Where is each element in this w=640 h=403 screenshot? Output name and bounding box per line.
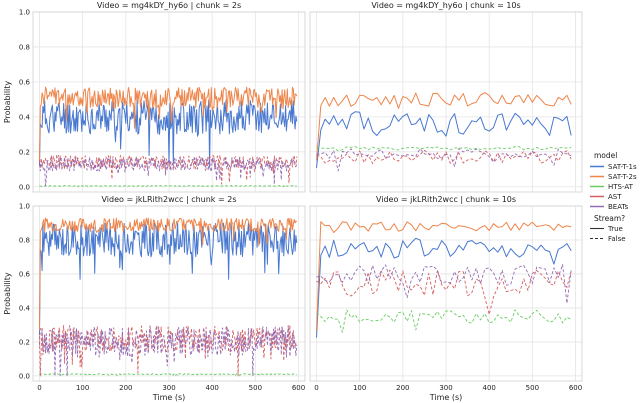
legend-entry: BEATs: [608, 203, 629, 211]
series-line-ast: [316, 269, 572, 315]
y-tick-label: 0.0: [19, 372, 30, 380]
y-tick-label: 0.0: [19, 183, 30, 191]
y-tick-label: 0.4: [19, 113, 31, 121]
x-tick-label: 0: [314, 384, 318, 392]
series-line-sat-t-1s: [39, 222, 298, 336]
x-tick-label: 400: [482, 384, 495, 392]
series-line-beats: [316, 264, 572, 304]
y-tick-label: 0.4: [19, 304, 31, 312]
x-tick-label: 200: [396, 384, 409, 392]
x-tick-label: 300: [439, 384, 452, 392]
series-line-beats: [39, 326, 298, 377]
x-tick-label: 200: [119, 384, 132, 392]
series-line-beats: [39, 156, 298, 187]
y-tick-label: 0.2: [19, 338, 30, 346]
x-tick-label: 100: [76, 384, 89, 392]
x-tick-label: 600: [292, 384, 305, 392]
series-line-hts-at: [39, 185, 297, 188]
x-axis-label: Time (s): [429, 393, 463, 402]
y-tick-label: 0.2: [19, 148, 30, 156]
x-tick-label: 500: [249, 384, 262, 392]
panel-title: Video = mg4kDY_hy6o | chunk = 2s: [97, 1, 241, 10]
legend-entry: AST: [608, 193, 622, 201]
legend-style-entry: True: [607, 225, 623, 233]
series-line-sat-t-1s: [39, 99, 298, 168]
series-line-hts-at: [316, 146, 572, 152]
y-tick-label: 0.6: [19, 78, 31, 86]
x-tick-label: 300: [162, 384, 175, 392]
series-line-hts-at: [39, 373, 298, 377]
series-line-sat-t-1s: [316, 237, 572, 338]
y-tick-label: 0.8: [19, 43, 30, 51]
legend-entry: SAT-T-1s: [608, 163, 637, 171]
legend-entry: HTS-AT: [608, 183, 634, 191]
legend-title: model: [594, 151, 617, 160]
y-axis-label: Probability: [3, 272, 12, 315]
legend-style-title: Stream?: [594, 214, 625, 223]
panel-title: Video = mg4kDY_hy6o | chunk = 10s: [371, 1, 520, 10]
series-line-ast: [316, 149, 572, 164]
legend-entry: SAT-T-2s: [608, 173, 637, 181]
panel-title: Video = jkLRith2wcc | chunk = 10s: [376, 195, 516, 204]
x-axis-label: Time (s): [152, 393, 186, 402]
series-line-sat-t-2s: [316, 92, 572, 161]
series-line-sat-t-1s: [316, 111, 572, 168]
panel-frame: [32, 205, 306, 382]
panel-frame: [32, 11, 306, 193]
legend-style-entry: False: [608, 235, 626, 243]
x-tick-label: 500: [526, 384, 539, 392]
x-tick-label: 100: [353, 384, 366, 392]
series-line-ast: [39, 324, 298, 377]
x-tick-label: 400: [205, 384, 218, 392]
panel-title: Video = jkLRith2wcc | chunk = 2s: [101, 195, 236, 204]
y-tick-label: 0.8: [19, 236, 30, 244]
series-line-sat-t-2s: [39, 217, 298, 331]
panel-frame: [309, 11, 583, 193]
y-tick-label: 0.6: [19, 270, 31, 278]
y-tick-label: 1.0: [19, 9, 30, 17]
y-axis-label: Probability: [3, 81, 12, 124]
x-tick-label: 600: [569, 384, 582, 392]
panel-frame: [309, 205, 583, 382]
series-line-sat-t-2s: [39, 86, 298, 161]
series-line-sat-t-2s: [316, 221, 572, 332]
series-line-ast: [39, 154, 298, 185]
series-line-hts-at: [316, 309, 572, 333]
y-tick-label: 1.0: [19, 203, 30, 211]
x-tick-label: 0: [37, 384, 41, 392]
series-line-beats: [316, 148, 572, 172]
